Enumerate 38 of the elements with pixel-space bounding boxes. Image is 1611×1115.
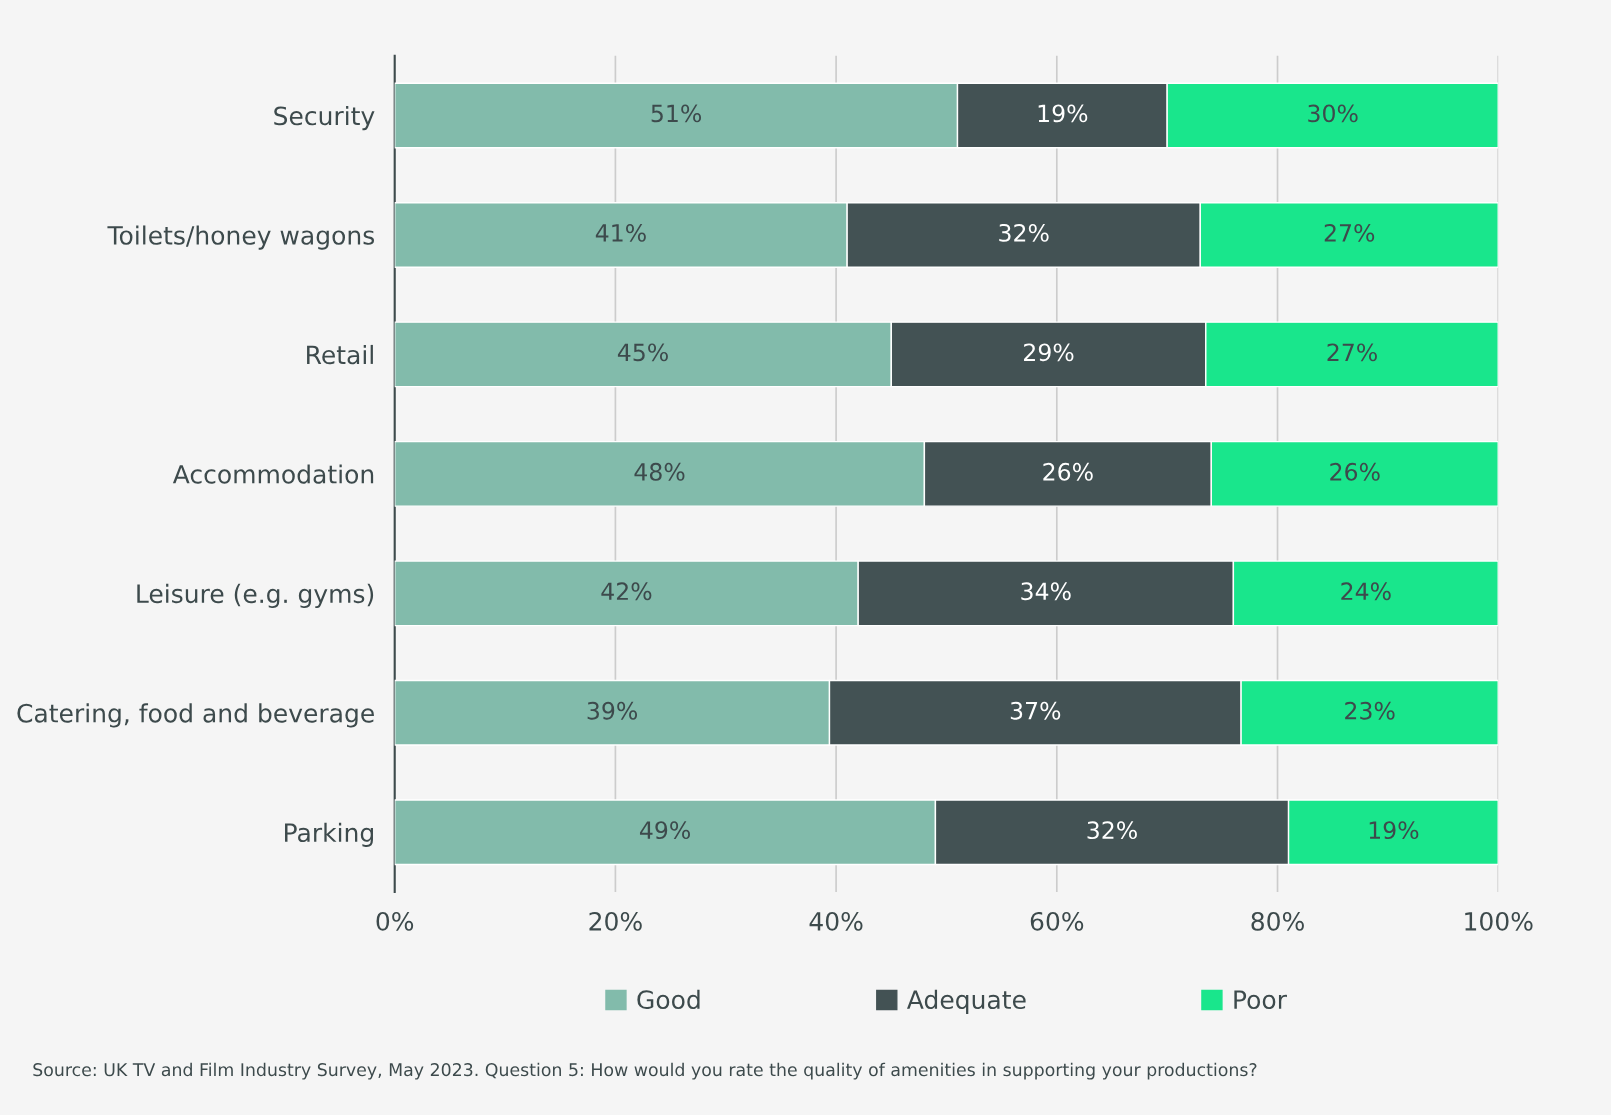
data-label: 27%: [1327, 343, 1377, 362]
data-label: 49%: [639, 821, 690, 840]
legend-label: Good: [637, 989, 700, 1010]
data-label: 23%: [1345, 701, 1395, 720]
data-label: 29%: [1024, 343, 1074, 362]
x-tick-label: 60%: [1030, 911, 1084, 931]
data-label: 41%: [595, 223, 646, 242]
data-label: 27%: [1324, 223, 1375, 242]
data-label: 34%: [1021, 582, 1071, 601]
y-tick-label: Security: [274, 105, 375, 131]
y-tick-label: Accommodation: [172, 464, 374, 484]
legend-label: Adequate: [906, 989, 1026, 1014]
legend-label: Poor: [1234, 990, 1287, 1010]
x-tick-label: 40%: [809, 911, 863, 931]
x-tick-label: 80%: [1251, 911, 1304, 931]
y-tick-label: Leisure (e.g. gyms): [137, 583, 374, 609]
y-tick-label: Retail: [307, 344, 373, 365]
data-label: 45%: [617, 343, 668, 362]
source-note: Source: UK TV and Film Industry Survey, May 2023. Question 5: How would you rate the quality of amenities in supporting your productions?: [33, 1062, 1257, 1080]
data-label: 32%: [1087, 821, 1137, 840]
data-label: 26%: [1043, 462, 1093, 481]
data-label: 19%: [1369, 821, 1419, 840]
data-label: 39%: [587, 701, 638, 720]
x-tick-label: 20%: [589, 911, 642, 931]
data-label: 24%: [1341, 582, 1391, 601]
data-label: 32%: [999, 223, 1049, 242]
data-label: 48%: [634, 462, 685, 481]
y-tick-label: Parking: [285, 822, 373, 847]
y-tick-label: Toilets/honey wagons: [107, 225, 375, 250]
data-label: 37%: [1010, 701, 1061, 720]
data-label: 30%: [1308, 104, 1358, 123]
data-label: 42%: [601, 582, 652, 601]
data-label: 51%: [651, 104, 702, 123]
data-label: 19%: [1038, 104, 1088, 123]
y-tick-label: Catering, food and beverage: [17, 703, 374, 728]
x-tick-label: 100%: [1465, 911, 1533, 931]
data-label: 26%: [1330, 462, 1380, 481]
x-tick-label: 0%: [376, 911, 414, 931]
